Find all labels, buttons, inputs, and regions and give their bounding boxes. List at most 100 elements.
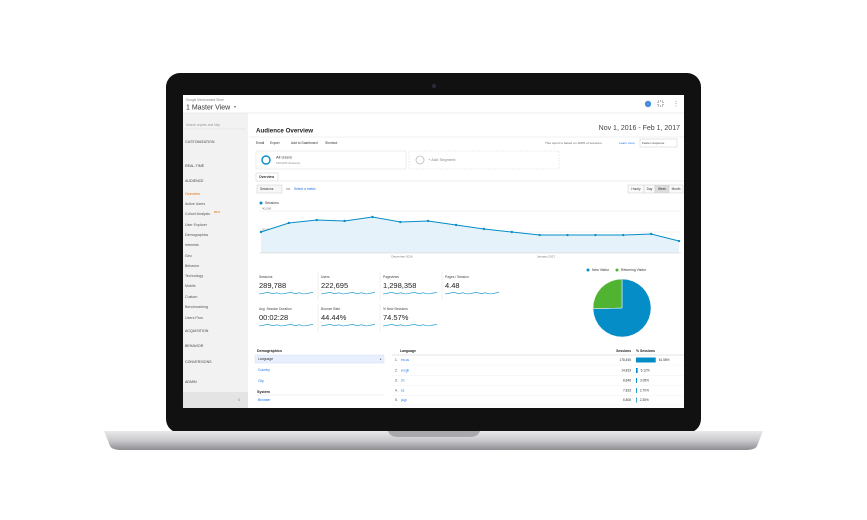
nav-item[interactable]: Users Flow — [185, 316, 203, 320]
nav-item[interactable]: Custom — [185, 295, 197, 299]
nav-item[interactable]: ACQUISITION — [185, 329, 209, 333]
toolbar-button[interactable]: Email — [256, 141, 265, 145]
nav-item[interactable]: Geo — [185, 254, 192, 258]
vs-label: VS. — [286, 187, 291, 191]
nav-item[interactable]: User Explorer — [185, 223, 208, 227]
toolbar-button[interactable]: Export — [270, 141, 280, 145]
pie-legend-label: New Visitor — [592, 268, 610, 272]
add-segment: + Add Segment — [428, 157, 456, 162]
metric-name: Avg. Session Duration — [259, 307, 292, 311]
metric-select[interactable] — [256, 184, 283, 194]
segment-box[interactable] — [255, 150, 407, 170]
row-name[interactable]: en-gb — [401, 368, 409, 372]
metric-value: 289,788 — [259, 281, 286, 290]
nav-item[interactable]: BEHAVIOR — [185, 344, 204, 348]
nav-item[interactable]: Mobile — [185, 284, 196, 288]
row-rank: 3. — [395, 378, 398, 382]
metric-value: 1,298,358 — [383, 281, 416, 290]
row-rank: 5. — [395, 398, 398, 402]
toolbar-button[interactable]: Shortcut — [325, 141, 337, 145]
search-box[interactable]: Search reports and help — [186, 123, 220, 127]
nav-item[interactable]: Technology — [185, 274, 203, 278]
metric-value: 00:02:28 — [259, 313, 288, 322]
nav-item[interactable]: CUSTOMIZATION — [185, 140, 215, 144]
nav-item[interactable]: Overview — [185, 192, 200, 196]
sessions-point — [399, 220, 402, 224]
sessions-point — [315, 218, 318, 222]
collapse-icon[interactable]: ‹ — [238, 398, 240, 404]
period-button[interactable] — [668, 184, 684, 194]
x-tick-label: January 2017 — [537, 254, 556, 258]
sparkline — [320, 324, 376, 327]
system-item[interactable]: Browser — [258, 398, 271, 402]
row-pct: 61.58% — [659, 358, 670, 362]
report-title: Audience Overview — [256, 128, 313, 135]
sessions-point — [566, 233, 569, 237]
metric-name: Pages / Session — [445, 275, 469, 279]
learn-more-link[interactable]: Learn more — [619, 141, 635, 145]
sessions-line — [260, 216, 680, 242]
pct-bar — [636, 378, 637, 383]
sessions-point — [594, 233, 597, 237]
sparkline — [444, 292, 500, 295]
sessions-point — [259, 230, 263, 234]
nav-item[interactable]: Behavior — [185, 264, 200, 268]
sparkline — [320, 292, 376, 295]
pie-legend-dot — [615, 268, 619, 272]
pct-bar — [636, 357, 656, 363]
view-selector[interactable]: 1 Master View — [186, 104, 231, 111]
pie-slice — [592, 278, 623, 309]
notification-icon[interactable] — [644, 100, 652, 108]
period-label: Hourly — [631, 187, 641, 191]
nav-item[interactable]: ADMIN — [185, 380, 197, 384]
pie-legend-dot — [586, 268, 590, 272]
sessions-point — [427, 219, 430, 223]
sessions-point — [510, 230, 513, 234]
segment-name: All Users — [276, 155, 292, 160]
row-name[interactable]: zh — [401, 378, 405, 382]
metric-name: % New Sessions — [383, 307, 408, 311]
metric-name: Users — [321, 275, 330, 279]
nav-item[interactable]: Interests — [185, 243, 199, 247]
date-range[interactable]: Nov 1, 2016 - Feb 1, 2017 — [599, 125, 680, 132]
row-name[interactable]: ja-jp — [400, 398, 407, 402]
row-sessions: 178,455 — [619, 358, 631, 362]
table-header: Sessions — [616, 349, 631, 353]
period-label: Day — [647, 187, 653, 191]
nav-item[interactable]: Active Users — [185, 202, 205, 206]
sparkline — [258, 324, 314, 327]
sessions-point — [371, 215, 374, 219]
nav-item[interactable]: Cohort Analysis — [185, 212, 210, 216]
row-name[interactable]: en-us — [401, 358, 409, 362]
row-rank: 2. — [395, 368, 398, 372]
row-name[interactable]: es — [401, 388, 405, 392]
nav-item[interactable]: AUDIENCE — [185, 179, 204, 183]
row-rank: 4. — [395, 388, 398, 392]
nav-item[interactable]: Demographics — [185, 233, 208, 237]
laptop-base — [104, 431, 763, 450]
demographics-item[interactable]: Country — [258, 368, 270, 372]
response-select[interactable] — [639, 138, 678, 148]
sidebar-footer — [183, 392, 248, 408]
metric-value: 4.48 — [445, 281, 460, 290]
nav-item[interactable]: REAL-TIME — [185, 164, 205, 168]
tab[interactable] — [255, 172, 279, 182]
y-tick-label: 40,000 — [262, 206, 272, 210]
select-metric[interactable]: Select a metric — [294, 187, 316, 191]
nav-item[interactable]: CONVERSIONS — [185, 360, 212, 364]
apps-icon[interactable] — [657, 100, 664, 107]
demographics-item[interactable]: Language — [258, 357, 273, 361]
add-segment-box[interactable] — [408, 150, 560, 170]
demographics-item[interactable]: City — [258, 379, 264, 383]
view-caret[interactable]: ▾ — [234, 104, 236, 109]
system-title: System — [257, 390, 270, 394]
menu-icon[interactable]: ⋮ — [673, 102, 679, 108]
add-segment-icon — [415, 155, 425, 165]
sessions-point — [343, 219, 346, 223]
toolbar-button[interactable]: Add to Dashboard — [291, 141, 318, 145]
nav-item[interactable]: Benchmarking — [185, 305, 208, 309]
legend-dot — [259, 201, 263, 205]
account-name: Google Merchandise Store — [186, 98, 224, 102]
segment-share: 100.00% Sessions — [276, 161, 300, 165]
pct-bar — [636, 388, 637, 393]
